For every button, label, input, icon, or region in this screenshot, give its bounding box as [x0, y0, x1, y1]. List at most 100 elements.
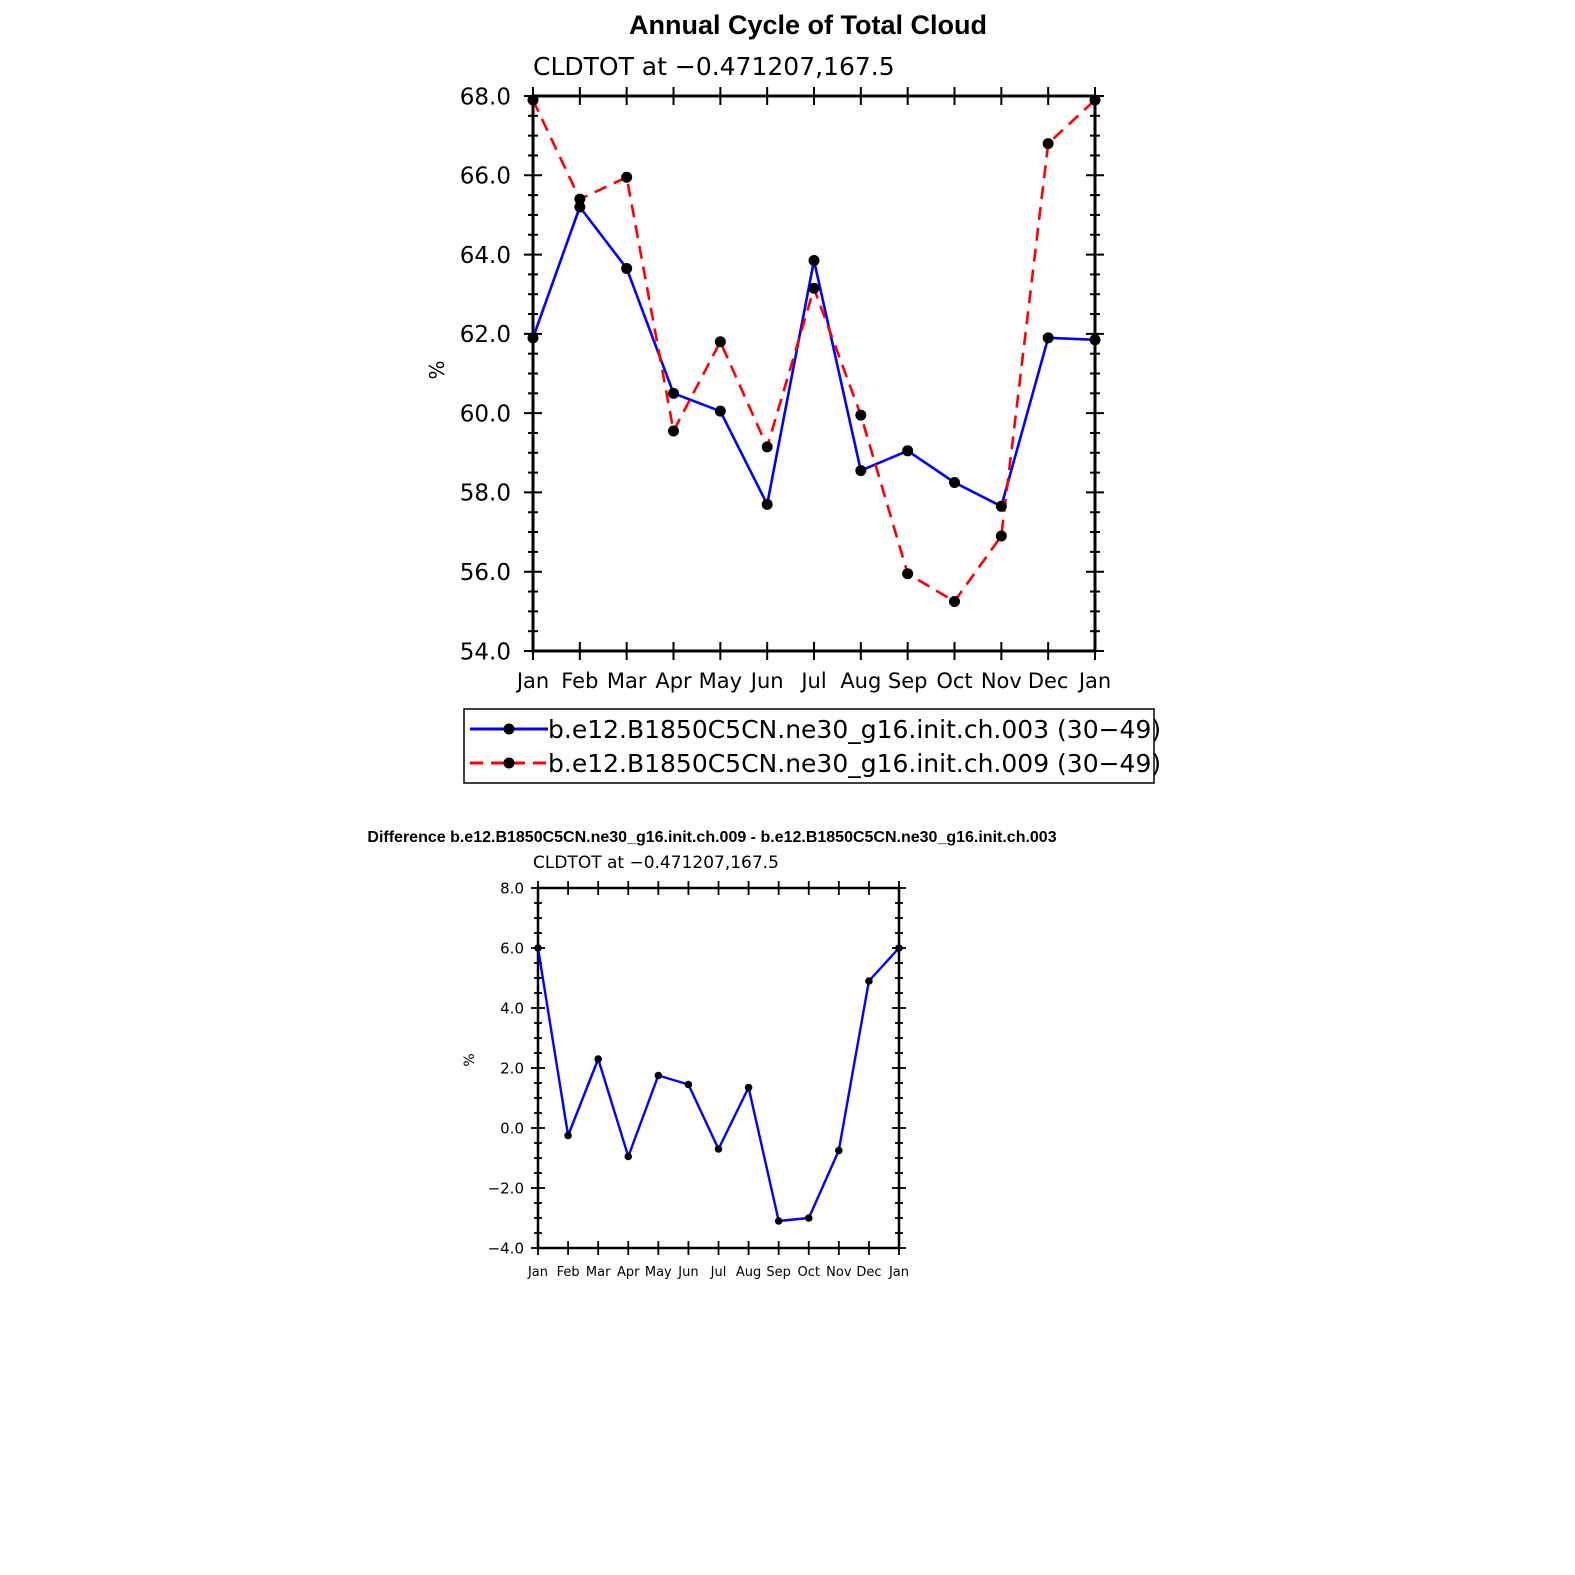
legend-box	[463, 708, 1155, 784]
data-point	[684, 1080, 693, 1089]
chart1-y-axis: 54.0 56.0 58.0 60.0 62.0 64.0 66.0 68.0	[460, 84, 1104, 665]
data-point	[995, 530, 1007, 542]
data-point	[855, 465, 867, 477]
x-tick-label: Jan	[888, 1265, 909, 1280]
x-tick-label: Jan	[1077, 669, 1111, 693]
data-point	[624, 1152, 633, 1161]
data-point	[714, 1145, 723, 1153]
data-point	[744, 1083, 753, 1092]
x-tick-label: Apr	[655, 669, 692, 693]
x-tick-label: Feb	[561, 669, 598, 693]
data-point	[808, 255, 820, 267]
data-point	[534, 944, 542, 952]
x-tick-label: Nov	[826, 1265, 852, 1280]
data-point	[564, 1131, 572, 1140]
data-point	[714, 336, 726, 348]
x-tick-label: Feb	[557, 1265, 580, 1280]
x-tick-label: Jun	[677, 1265, 698, 1280]
chart1-plot-frame	[531, 94, 1097, 653]
data-point	[1089, 334, 1101, 346]
data-point	[621, 171, 633, 183]
x-tick-label: May	[645, 1265, 672, 1280]
chart2-ylabel: %	[462, 1053, 478, 1066]
data-point	[804, 1214, 813, 1222]
data-point	[1042, 332, 1054, 344]
data-point	[949, 595, 960, 607]
chart1-title: Annual Cycle of Total Cloud	[629, 10, 987, 40]
data-point	[668, 425, 679, 437]
chart1-series	[527, 94, 1101, 607]
legend-marker-series-1	[503, 723, 515, 735]
chart2-x-axis: Jan Feb Mar Apr May Jun Jul Aug Sep Oct Nov Dec Jan	[527, 881, 909, 1280]
x-tick-label: Aug	[736, 1265, 761, 1280]
data-point	[574, 201, 586, 213]
chart1-subtitle: CLDTOT at −0.471207,167.5	[533, 52, 895, 81]
x-tick-label: Mar	[586, 1265, 611, 1280]
data-point	[808, 282, 820, 294]
data-point	[902, 568, 914, 580]
y-tick-label: 0.0	[500, 1119, 524, 1137]
series-line-1	[536, 947, 900, 1223]
chart2-title: Difference b.e12.B1850C5CN.ne30_g16.init…	[367, 829, 1056, 846]
series-line-2	[531, 99, 1096, 603]
x-tick-label: Oct	[936, 669, 972, 693]
data-point	[1042, 138, 1054, 150]
y-tick-label: 6.0	[500, 939, 524, 957]
data-point	[835, 1146, 843, 1155]
plot-border	[536, 886, 901, 1250]
legend-label-series-2: b.e12.B1850C5CN.ne30_g16.init.ch.009 (30…	[548, 749, 1161, 778]
x-tick-label: May	[699, 669, 742, 693]
chart2-plot-frame	[536, 886, 901, 1250]
plot-border	[531, 94, 1097, 653]
x-tick-label: Apr	[617, 1265, 640, 1280]
x-tick-label: Dec	[856, 1265, 881, 1280]
x-tick-label: Dec	[1028, 669, 1069, 693]
data-point	[594, 1055, 602, 1063]
y-tick-label: 68.0	[460, 84, 511, 110]
y-tick-label: 2.0	[500, 1059, 524, 1077]
chart2-y-axis: −4.0 −2.0 0.0 2.0 4.0 6.0 8.0	[488, 879, 906, 1257]
data-point	[761, 441, 773, 453]
x-tick-label: Jan	[515, 669, 549, 693]
data-point	[902, 445, 914, 457]
difference-chart: Difference b.e12.B1850C5CN.ne30_g16.init…	[367, 829, 1056, 1280]
chart1-ylabel: %	[425, 360, 449, 379]
y-tick-label: 54.0	[460, 639, 511, 665]
legend-label-series-1: b.e12.B1850C5CN.ne30_g16.init.ch.003 (30…	[548, 715, 1161, 744]
y-tick-label: −4.0	[488, 1239, 524, 1257]
y-tick-label: −2.0	[488, 1179, 524, 1197]
y-tick-label: 8.0	[500, 879, 524, 897]
chart2-series	[534, 944, 903, 1225]
x-tick-label: Jun	[749, 669, 784, 693]
y-tick-label: 64.0	[460, 243, 511, 269]
chart1-x-axis: Jan Feb Mar Apr May Jun Jul Aug Sep Oct Nov Dec Jan	[515, 87, 1111, 693]
data-point	[714, 405, 726, 417]
data-point	[949, 477, 960, 489]
x-tick-label: Mar	[607, 669, 647, 693]
data-point	[654, 1071, 663, 1080]
y-tick-label: 62.0	[460, 322, 511, 348]
data-point	[1089, 94, 1101, 106]
x-tick-label: Jul	[799, 669, 826, 693]
x-tick-label: Sep	[888, 669, 928, 693]
data-point	[527, 94, 539, 106]
y-tick-label: 56.0	[460, 560, 511, 586]
x-tick-label: Jan	[527, 1265, 548, 1280]
data-point	[895, 944, 903, 952]
data-point	[855, 409, 867, 421]
data-point	[621, 262, 633, 274]
chart2-subtitle: CLDTOT at −0.471207,167.5	[533, 853, 779, 873]
x-tick-label: Nov	[981, 669, 1022, 693]
y-tick-label: 60.0	[460, 401, 511, 427]
chart1-legend: b.e12.B1850C5CN.ne30_g16.init.ch.003 (30…	[463, 708, 1161, 784]
data-point	[574, 193, 586, 205]
data-point	[668, 387, 679, 399]
y-tick-label: 66.0	[460, 164, 511, 190]
data-point	[995, 500, 1007, 512]
data-point	[527, 332, 539, 344]
x-tick-label: Aug	[840, 669, 881, 693]
legend-marker-series-2	[503, 757, 515, 769]
x-tick-label: Oct	[798, 1265, 820, 1280]
data-point	[865, 977, 873, 985]
